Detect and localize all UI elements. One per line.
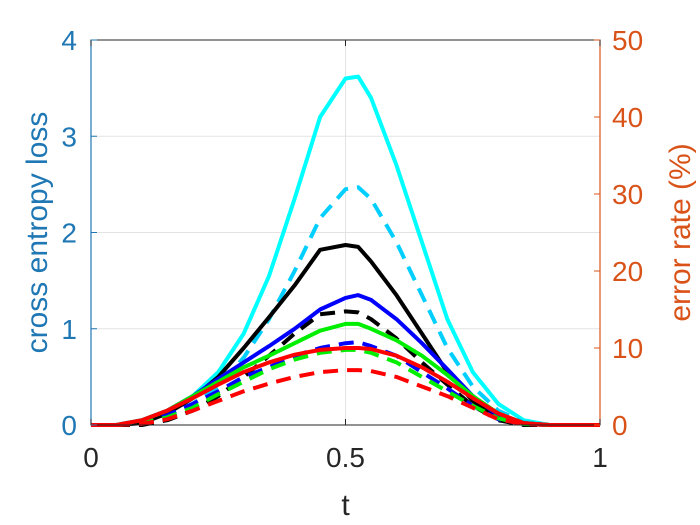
y-left-tick-label: 4: [61, 25, 77, 56]
x-tick-label: 0.5: [326, 442, 365, 473]
series-line-9: [91, 346, 600, 427]
grid: [90, 39, 601, 426]
y-left-tick-label: 3: [61, 121, 77, 152]
y-left-tick-label: 1: [61, 314, 77, 345]
y-right-axis-label: error rate (%): [664, 143, 697, 321]
y-left-axis-label: cross entropy loss: [21, 112, 54, 354]
x-tick-label: 0: [83, 442, 99, 473]
x-tick-label: 1: [592, 442, 608, 473]
y-right-axis-ticks: 0 10 20 30 40 50: [594, 25, 643, 441]
y-left-tick-label: 0: [61, 410, 77, 441]
y-right-tick-label: 10: [612, 333, 643, 364]
x-axis-ticks: 0 0.5 1: [83, 40, 608, 473]
series-lines: [91, 74, 600, 427]
y-left-axis-ticks: 0 1 2 3 4: [61, 25, 97, 441]
y-left-tick-label: 2: [61, 218, 77, 249]
y-right-tick-label: 50: [612, 25, 643, 56]
series-line-10: [91, 368, 600, 427]
y-right-tick-label: 30: [612, 179, 643, 210]
y-right-tick-label: 40: [612, 102, 643, 133]
x-axis-label: t: [341, 489, 350, 522]
y-right-tick-label: 0: [612, 410, 628, 441]
y-right-tick-label: 20: [612, 256, 643, 287]
